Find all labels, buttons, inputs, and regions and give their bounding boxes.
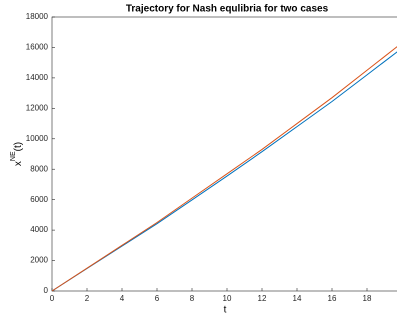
y-tick-label: 14000 <box>26 73 49 82</box>
y-tick-label: 6000 <box>30 195 48 204</box>
y-tick-label: 0 <box>44 286 49 295</box>
y-label-sup: NE <box>10 151 17 161</box>
y-label-base: x <box>13 161 24 166</box>
x-tick-label: 12 <box>258 294 267 303</box>
y-tick-label: 2000 <box>30 256 48 265</box>
x-tick-label: 6 <box>155 294 160 303</box>
y-tick-label: 18000 <box>26 12 49 21</box>
y-axis-label: xNE(t) <box>10 142 24 166</box>
y-tick-label: 16000 <box>26 43 49 52</box>
x-tick-label: 16 <box>328 294 337 303</box>
y-tick-label: 12000 <box>26 103 49 112</box>
x-tick-label: 10 <box>223 294 232 303</box>
chart-title: Trajectory for Nash equlibria for two ca… <box>126 4 329 15</box>
x-tick-label: 18 <box>363 294 372 303</box>
x-tick-label: 8 <box>190 294 195 303</box>
x-tick-label: 4 <box>120 294 125 303</box>
series-line <box>51 46 397 292</box>
y-tick-label: 4000 <box>30 225 48 234</box>
x-tick-label: 0 <box>50 294 55 303</box>
x-tick-label: 2 <box>85 294 90 303</box>
y-tick-label: 10000 <box>26 134 49 143</box>
y-tick-label: 8000 <box>30 164 48 173</box>
y-label-tail: (t) <box>13 142 24 151</box>
x-axis-label: t <box>224 305 227 316</box>
series-line <box>51 51 397 292</box>
x-tick-label: 14 <box>293 294 302 303</box>
